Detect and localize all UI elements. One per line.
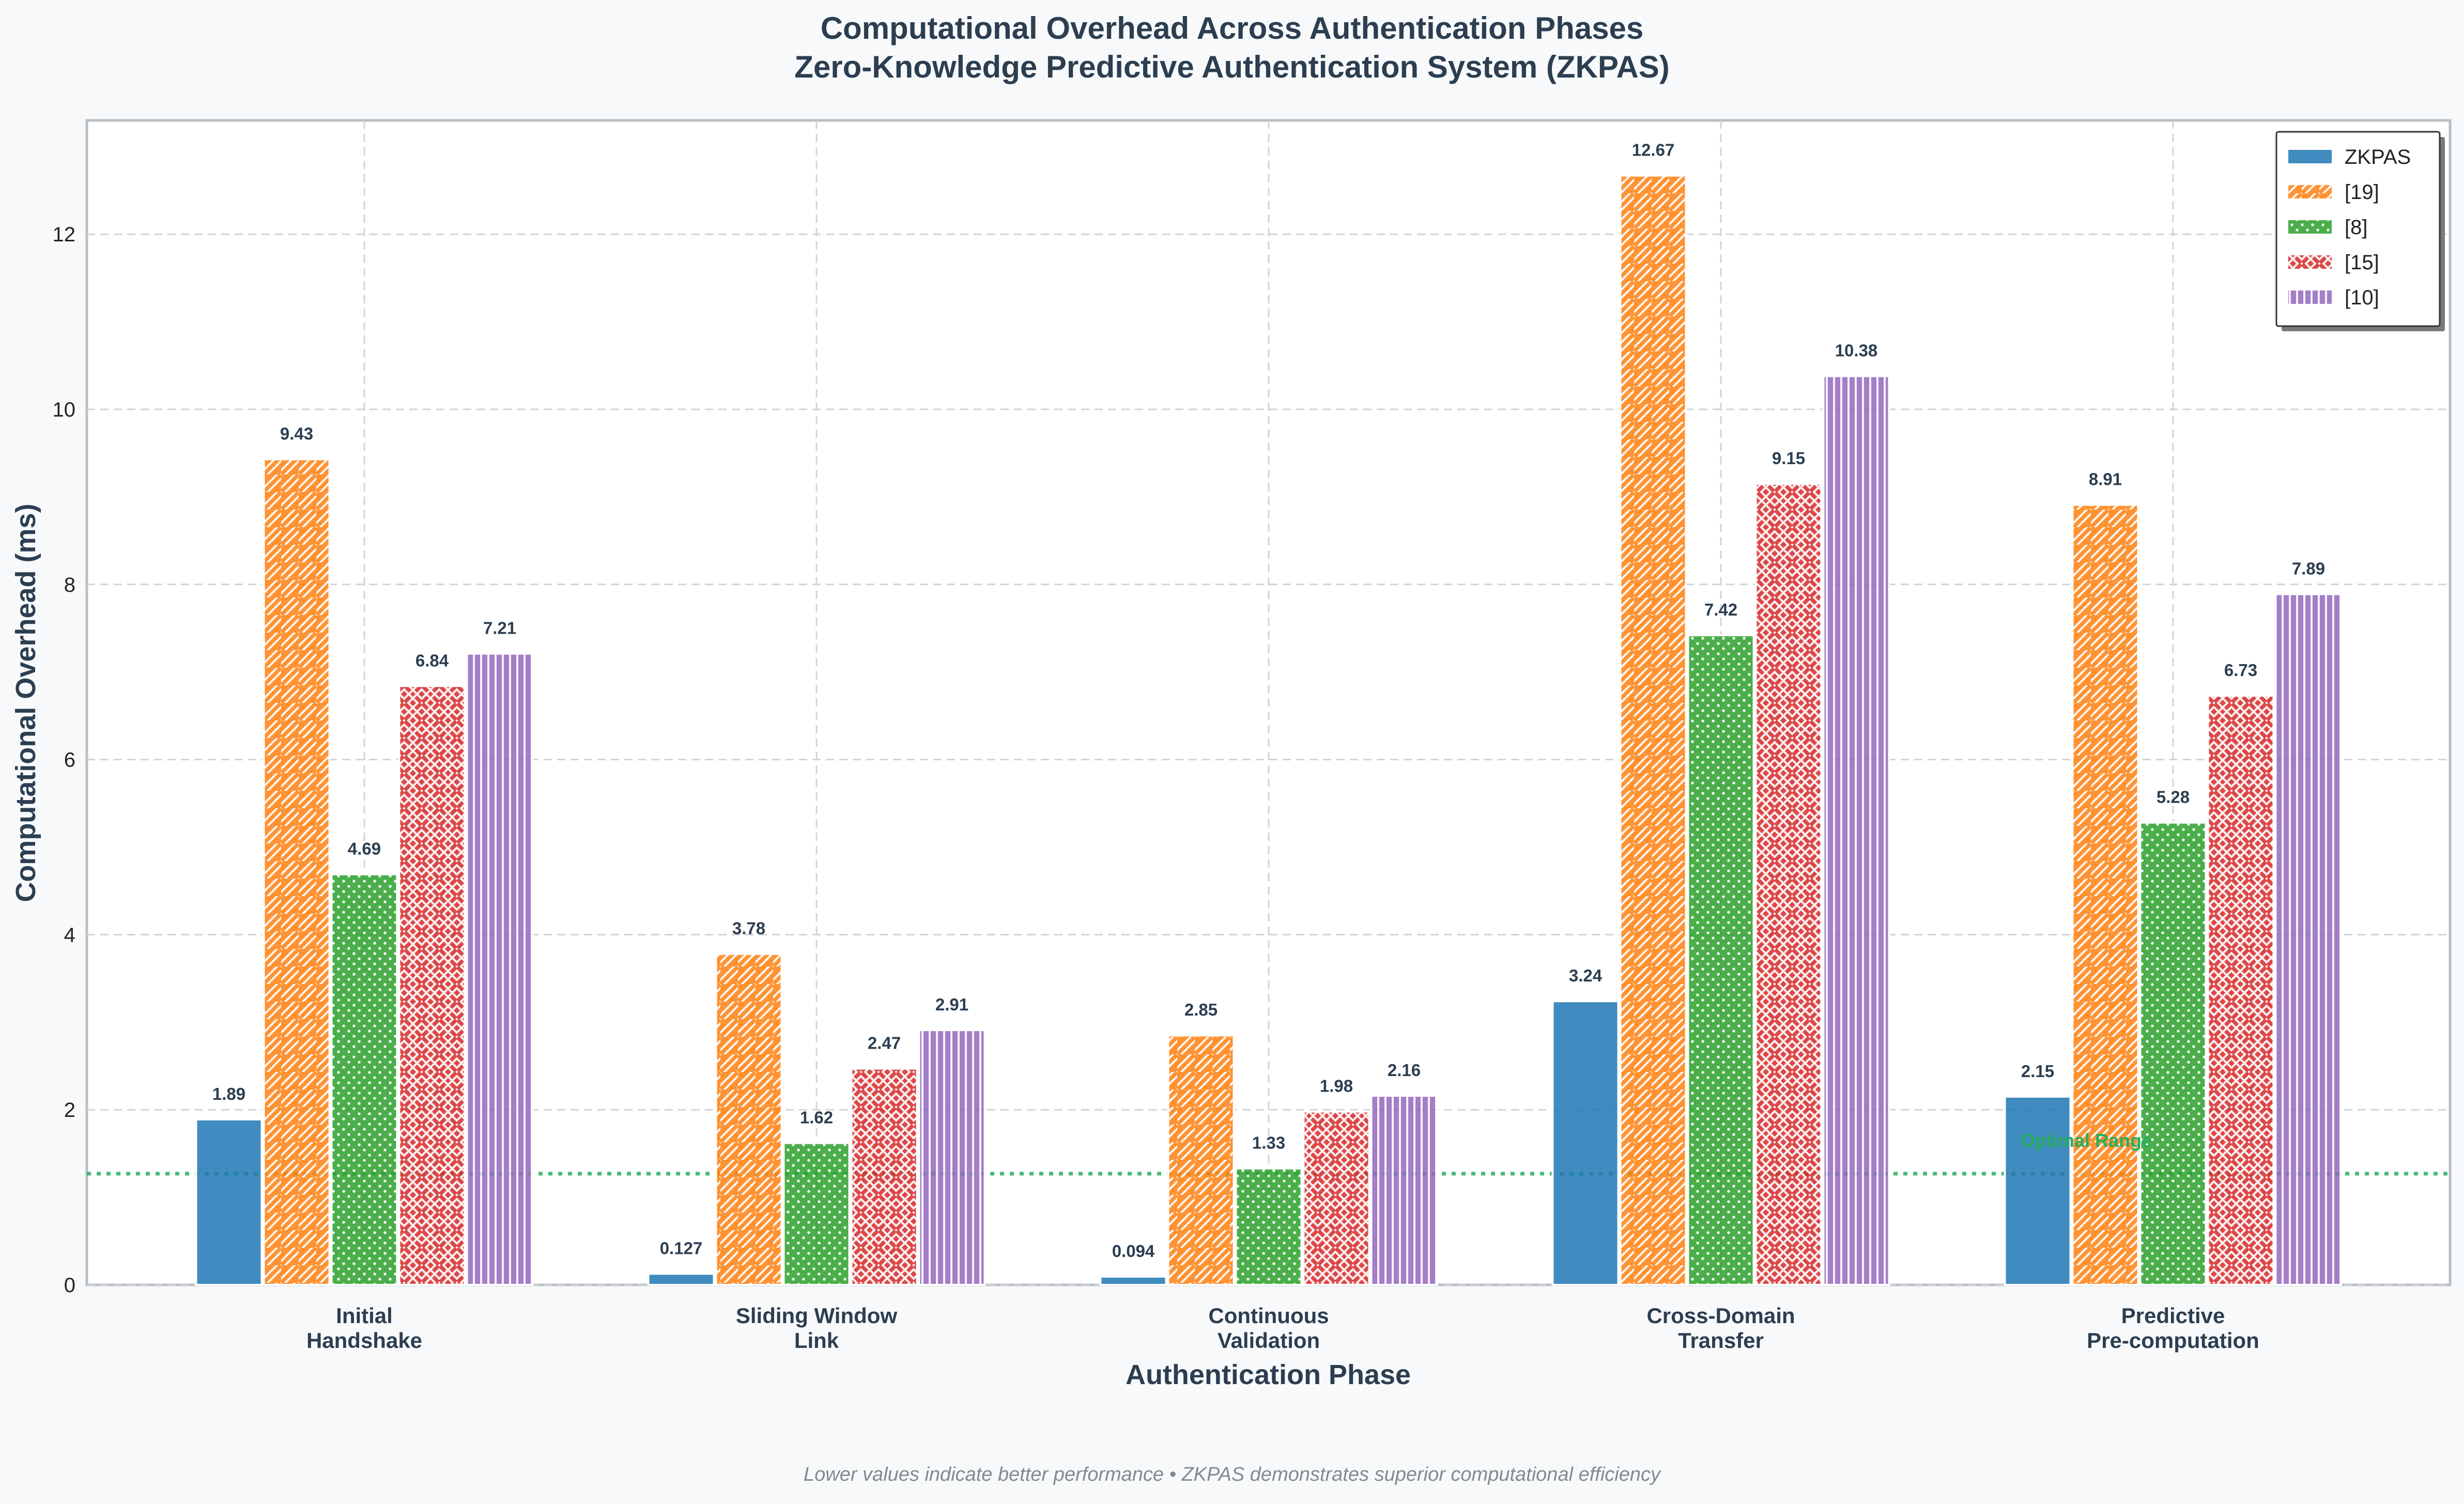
data-label: 7.42 [1704,600,1737,619]
y-tick-label: 0 [64,1274,75,1297]
y-tick-label: 10 [53,398,76,421]
data-label: 4.69 [348,839,381,858]
x-tick-label: Sliding Window Link [736,1303,898,1353]
bar [2207,694,2275,1286]
data-label: 7.21 [483,619,516,638]
data-label: 3.78 [732,919,765,938]
legend-entry: [15] [2345,251,2379,274]
y-tick-label: 8 [64,574,75,596]
data-label: 9.43 [280,424,313,443]
bar [466,652,534,1286]
data-label: 2.16 [1388,1061,1421,1080]
data-label: 3.24 [1569,966,1603,985]
legend-swatch [2287,149,2333,164]
bar [2071,503,2139,1286]
chart-title: Computational Overhead Across Authentica… [821,11,1644,45]
bar [1167,1034,1235,1286]
x-axis-label: Authentication Phase [1126,1359,1411,1390]
legend-entry: [19] [2345,181,2379,204]
bar [2139,821,2207,1286]
bar [1099,1276,1167,1286]
x-axis-ticks: Initial Handshake Sliding Window Link Contin… [306,1303,2259,1353]
bar [1754,483,1823,1286]
legend-entry: [8] [2345,216,2367,239]
x-tick-label: Continuous Validation [1208,1303,1329,1353]
data-label: 12.67 [1632,141,1675,160]
legend-box [2275,131,2441,327]
y-tick-label: 6 [64,749,75,772]
data-label: 0.127 [660,1238,703,1257]
legend: ZKPAS [19] [8] [15] [10] [2275,131,2445,331]
x-tick-label: Initial Handshake [306,1303,422,1353]
reference-line-label: Optimal Range [2021,1130,2152,1151]
legend-swatch [2287,219,2333,235]
bar [1619,174,1687,1286]
bar [195,1118,263,1286]
bar [1687,634,1755,1286]
bar [2274,593,2343,1286]
bar [1302,1110,1370,1286]
x-tick-label: Cross-Domain Transfer [1646,1303,1795,1353]
y-axis-ticks: 0 2 4 6 8 10 12 [53,223,76,1297]
chart-subtitle: Zero-Knowledge Predictive Authentication… [794,50,1670,84]
data-label: 10.38 [1835,341,1878,360]
data-label: 1.98 [1320,1077,1353,1096]
bar [2004,1095,2072,1286]
data-label: 8.91 [2089,470,2122,489]
bar [330,873,398,1286]
value-labels: 1.89 0.127 0.094 3.24 2.15 9.43 3.78 2.85 12.67 8… [212,141,2325,1261]
bar [1370,1095,1438,1286]
data-label: 5.28 [2157,788,2190,807]
legend-swatch [2287,184,2333,199]
data-label: 7.89 [2292,559,2325,578]
bar [715,953,783,1286]
bar [1235,1167,1303,1286]
legend-entry: [10] [2345,286,2379,309]
y-tick-label: 2 [64,1099,75,1122]
bar [398,685,466,1286]
data-label: 2.85 [1184,1000,1218,1019]
footnote: Lower values indicate better performance… [804,1464,1661,1485]
data-label: 6.73 [2224,661,2257,680]
legend-swatch [2287,254,2333,270]
data-label: 6.84 [415,651,449,670]
bar [850,1067,918,1286]
bar [647,1272,715,1286]
data-label: 1.62 [800,1108,833,1127]
y-axis-label: Computational Overhead (ms) [10,503,41,902]
bars [195,174,2343,1286]
legend-entry: ZKPAS [2345,146,2411,168]
data-label: 2.15 [2021,1062,2054,1081]
x-tick-label: Predictive Pre-computation [2087,1303,2259,1353]
bar [263,458,331,1286]
legend-swatch [2287,289,2333,305]
data-label: 9.15 [1772,449,1805,468]
y-tick-label: 4 [64,924,75,946]
bar [1822,375,1890,1286]
data-label: 1.33 [1252,1133,1285,1153]
bar [1551,1000,1620,1286]
bar [918,1029,986,1286]
data-label: 2.47 [868,1034,901,1053]
data-label: 1.89 [212,1084,245,1103]
bar [782,1142,851,1286]
data-label: 2.91 [935,995,968,1014]
y-tick-label: 12 [53,223,76,246]
data-label: 0.094 [1112,1241,1155,1261]
